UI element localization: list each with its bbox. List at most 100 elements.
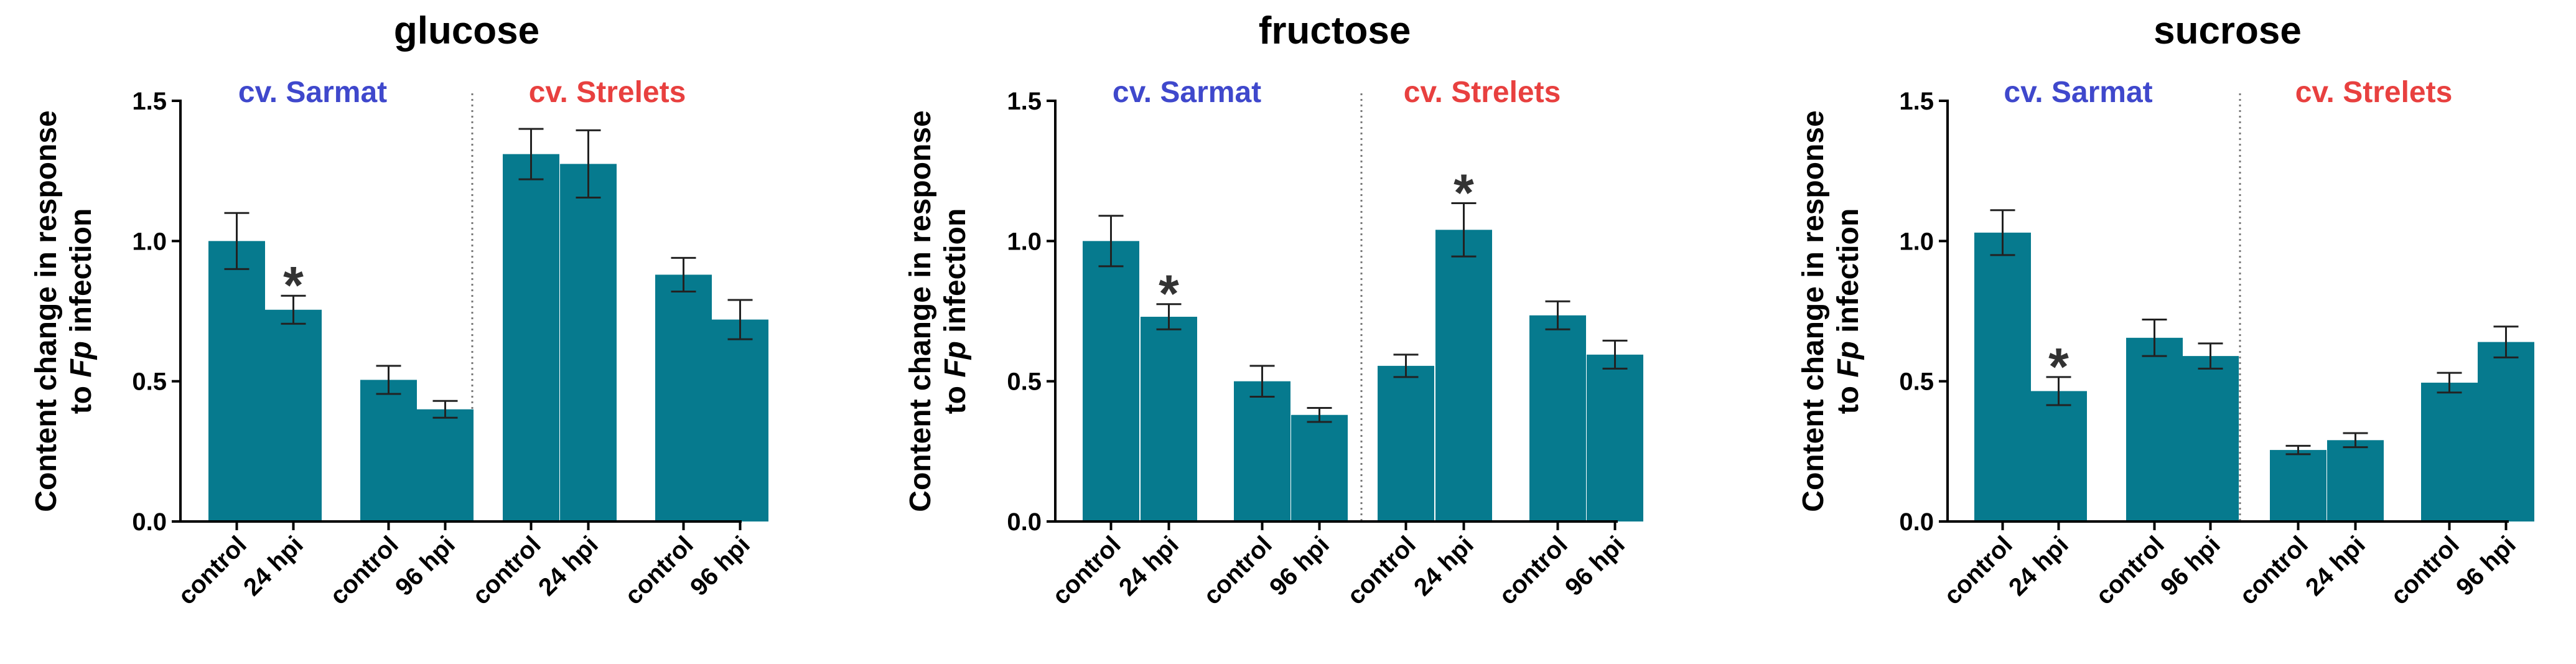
category-label-4: control [467,531,546,610]
panel-title: glucose [394,9,539,52]
errorbar-7 [2493,325,2519,358]
category-label-4: control [2234,531,2313,610]
bar-2 [360,380,417,521]
y-axis-label-italic: Fp [939,341,972,378]
bar-3 [2182,356,2239,521]
errorbar-5 [1451,202,1477,258]
group-label-sarmat: cv. Sarmat [238,76,387,109]
y-axis-label-line2: to Fp infection [1832,208,1865,414]
bar-5 [2327,440,2384,521]
y-tick-label: 0.5 [132,368,167,396]
y-axis-label: Content change in responseto Fp infectio… [1797,110,1865,512]
y-tick-label: 1.5 [132,88,167,115]
category-label-6: control [1494,531,1573,610]
y-tick-label: 1.5 [1007,88,1042,115]
group-label-strelets: cv. Strelets [1404,76,1561,109]
y-tick-label: 0.5 [1007,368,1042,396]
category-label-0: control [1939,531,2018,610]
errorbar-1 [281,294,306,325]
errorbar-1 [1156,303,1182,330]
category-label-5: 24 hpi [1409,531,1479,601]
bar-6 [2421,382,2478,521]
bar-4 [503,154,559,522]
bar-4 [2270,450,2326,521]
bar-0 [208,241,265,521]
group-label-strelets: cv. Strelets [2295,76,2453,109]
bar-3 [417,409,474,521]
errorbar-0 [224,212,250,270]
bar-7 [2478,342,2534,521]
group-label-sarmat: cv. Sarmat [1113,76,1261,109]
y-axis-label-italic: Fp [65,341,98,378]
y-axis-label-italic: Fp [1832,341,1865,378]
bar-0 [1083,241,1139,521]
errorbar-4 [2285,444,2311,456]
panel-title: fructose [1259,9,1411,52]
y-axis-label-line1: Content change in response [30,110,63,512]
errorbar-3 [1307,406,1332,423]
errorbar-0 [1990,209,2015,256]
y-tick-label: 0.5 [1899,368,1934,396]
category-label-0: control [173,531,252,610]
bar-7 [712,319,768,521]
category-label-3: 96 hpi [2155,531,2226,601]
significance-star: * [1159,264,1179,323]
errorbar-2 [376,365,401,395]
bar-4 [1378,365,1434,521]
category-label-1: 24 hpi [1114,531,1184,601]
group-label-strelets: cv. Strelets [529,76,686,109]
errorbar-3 [2198,342,2223,370]
errorbar-6 [1545,300,1570,330]
y-axis-label-suffix: infection [939,208,972,341]
bar-5 [560,164,617,521]
errorbar-2 [2142,319,2167,357]
bar-5 [1435,230,1492,521]
errorbar-5 [2343,432,2368,449]
errorbar-0 [1098,215,1124,268]
category-label-0: control [1047,531,1126,610]
category-label-2: control [1198,531,1277,610]
bar-2 [2126,337,2183,521]
y-axis-label-prefix: to [65,378,98,414]
y-tick-label: 0.0 [132,508,167,536]
bar-1 [265,309,322,521]
category-label-1: 24 hpi [2004,531,2074,601]
errorbar-4 [518,128,544,180]
y-axis-label-line1: Content change in response [904,110,937,512]
panel-title: sucrose [2154,9,2302,52]
category-label-3: 96 hpi [1264,531,1335,601]
errorbar-7 [1602,339,1628,370]
group-label-sarmat: cv. Sarmat [2004,76,2152,109]
y-axis-label-suffix: infection [65,208,98,341]
errorbar-5 [576,129,601,199]
bar-0 [1974,232,2031,521]
category-label-4: control [1342,531,1421,610]
y-axis-label: Content change in responseto Fp infectio… [30,110,98,512]
bar-6 [655,274,712,521]
bar-3 [1291,414,1348,521]
category-label-5: 24 hpi [2300,531,2371,601]
category-label-6: control [2386,531,2465,610]
category-label-1: 24 hpi [238,531,309,601]
category-label-7: 96 hpi [685,531,755,601]
y-axis-label-line1: Content change in response [1797,110,1830,512]
category-label-5: 24 hpi [533,531,604,601]
panel-fructose: fructose cv. Sarmat cv. Strelets control * 24… [904,9,1643,610]
significance-star: * [283,256,304,314]
y-tick-label: 1.0 [132,228,167,255]
y-axis-label: Content change in responseto Fp infectio… [904,110,972,512]
bar-7 [1587,354,1643,521]
errorbar-7 [727,299,753,340]
category-label-2: control [325,531,404,610]
category-label-6: control [620,531,699,610]
y-axis-label-prefix: to [1832,378,1865,414]
category-label-2: control [2091,531,2170,610]
y-tick-label: 0.0 [1899,508,1934,536]
y-tick-label: 1.0 [1899,228,1934,255]
y-axis-label-suffix: infection [1832,208,1865,341]
category-label-7: 96 hpi [1560,531,1630,601]
significance-star: * [2048,337,2069,396]
